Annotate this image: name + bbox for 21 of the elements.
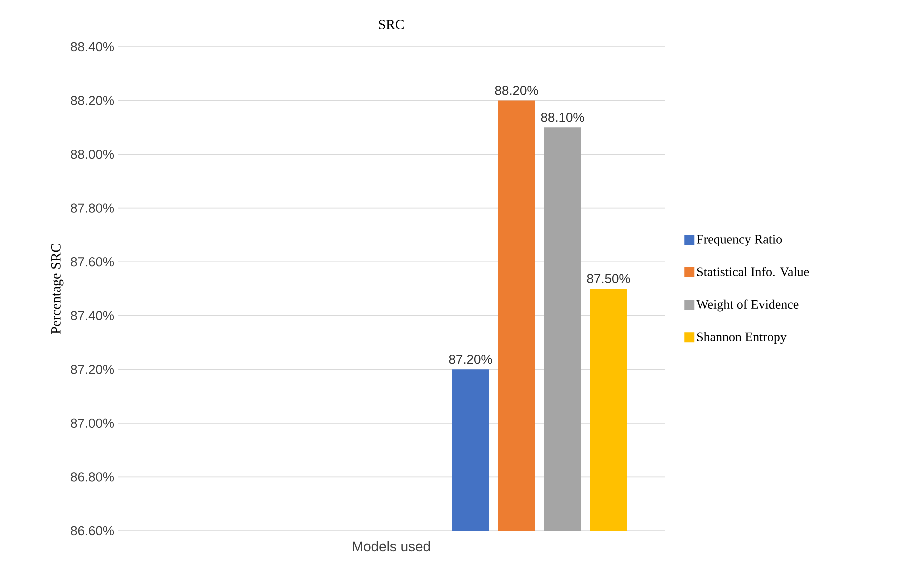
- y-tick-label: 88.00%: [71, 150, 114, 160]
- y-tick-label: 86.80%: [71, 472, 114, 482]
- legend-label: Frequency Ratio: [696, 235, 782, 246]
- data-label: 88.10%: [541, 112, 584, 122]
- y-tick-label: 87.00%: [71, 418, 114, 428]
- y-tick-label: 88.20%: [71, 96, 114, 106]
- x-axis-title: Models used: [353, 541, 430, 552]
- data-label: 88.20%: [495, 86, 538, 96]
- y-axis-title: Percentage SRC: [51, 244, 64, 334]
- y-tick-label: 88.40%: [71, 42, 114, 52]
- y-tick-label: 87.80%: [71, 204, 114, 213]
- y-tick-label: 87.40%: [71, 311, 114, 320]
- data-label: 87.50%: [587, 274, 630, 284]
- chart-title: SRC: [379, 20, 404, 30]
- legend-label: Weight of Evidence: [696, 300, 799, 312]
- legend-label: Shannon Entropy: [697, 332, 787, 344]
- data-label: 87.20%: [449, 354, 492, 364]
- legend-label: Statistical Info. Value: [697, 267, 810, 276]
- y-tick-label: 86.60%: [71, 526, 114, 536]
- y-tick-label: 87.20%: [71, 365, 114, 374]
- y-tick-label: 87.60%: [71, 258, 114, 267]
